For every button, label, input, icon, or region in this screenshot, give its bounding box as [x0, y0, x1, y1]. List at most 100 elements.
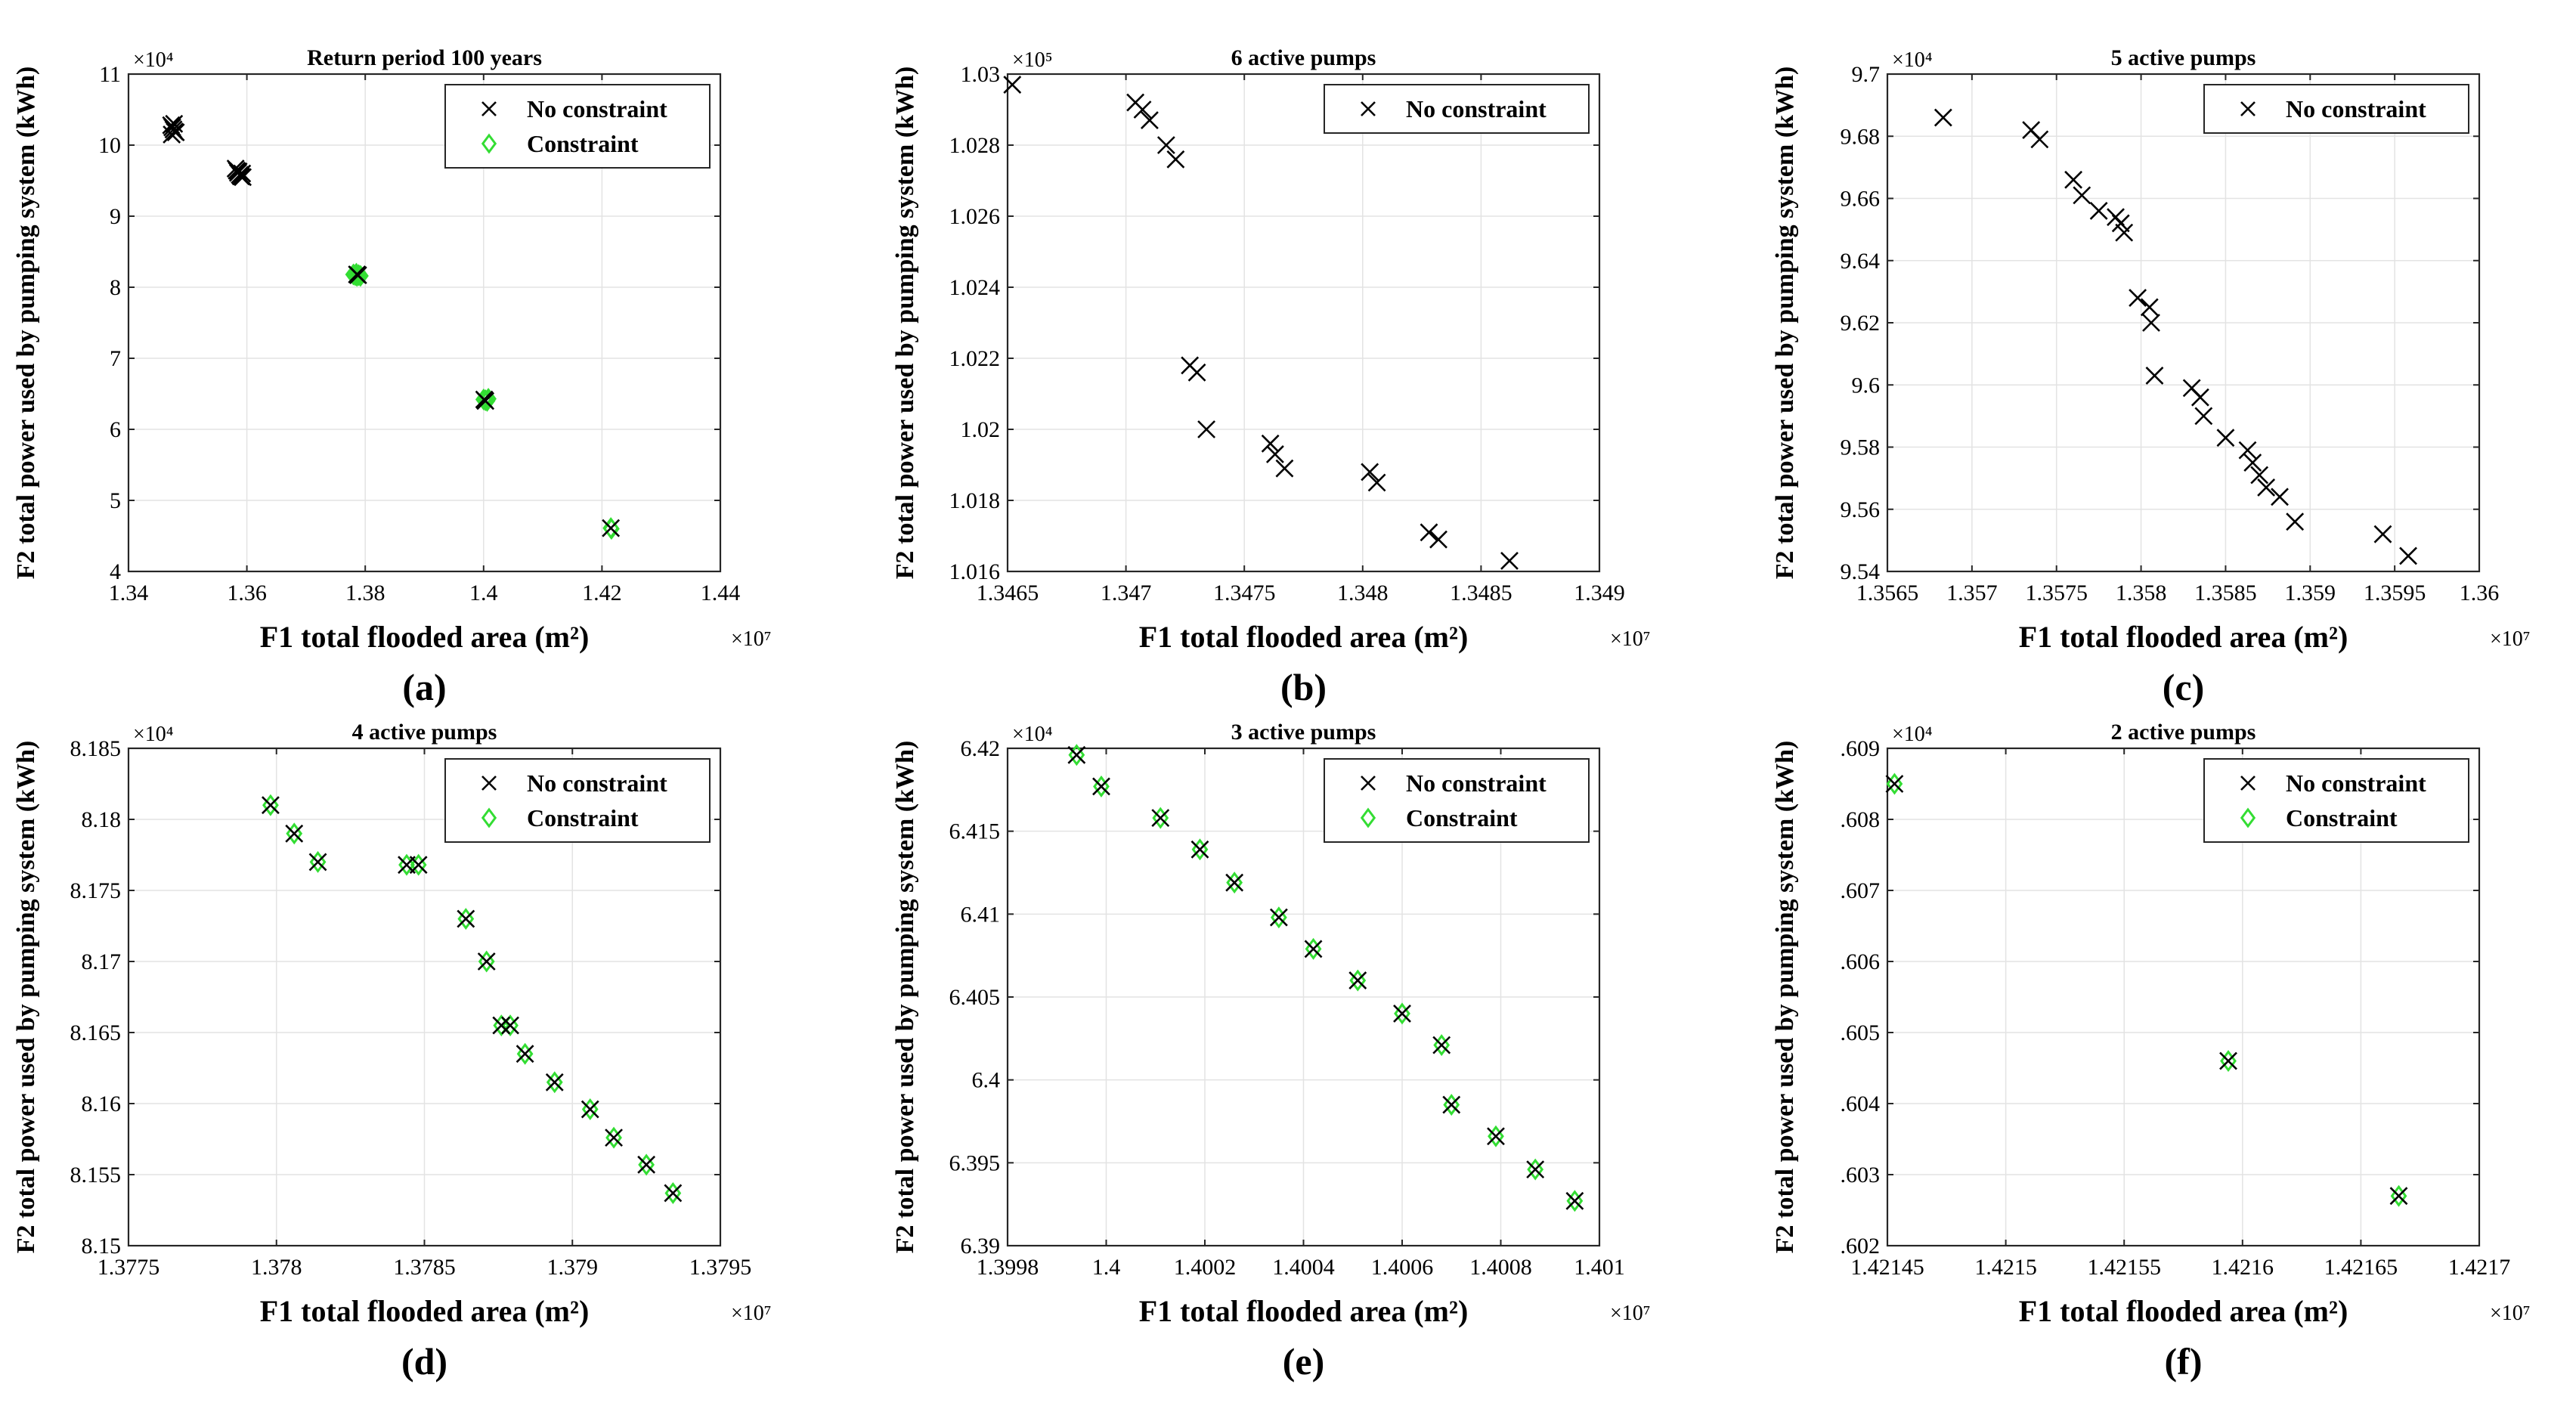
no-constraint-marker [1225, 873, 1244, 892]
legend-marker-x [1361, 101, 1376, 116]
legend-entry: No constraint [2286, 769, 2426, 797]
no-constraint-marker [1275, 459, 1294, 478]
y-tick-label: 9.66 [1841, 187, 1881, 212]
no-constraint-marker [1348, 971, 1367, 989]
constraint-marker [1443, 1094, 1460, 1116]
no-constraint-marker [545, 1073, 564, 1091]
no-constraint-marker [476, 392, 495, 410]
y-tick-label: .602 [1841, 1234, 1881, 1259]
y-tick-label: 9.54 [1841, 559, 1881, 584]
chart-panel-c: 1.3565 1.357 1.3575 1.358 1.3585 1.359 1.3595 1… [1771, 45, 2531, 708]
y-axis-multiplier: ×10⁴ [1892, 48, 1933, 72]
no-constraint-marker [1442, 1095, 1461, 1114]
y-tick-label: 9 [110, 204, 121, 229]
x-tick-label: 1.34 [109, 581, 149, 605]
axes-frame [1006, 747, 1601, 1247]
y-tick-label: 8.185 [70, 736, 122, 761]
constraint-marker [2390, 1184, 2407, 1207]
no-constraint-marker [2250, 466, 2269, 485]
y-tick-label: 9.7 [1852, 62, 1881, 87]
no-constraint-marker [308, 853, 327, 872]
no-constraint-marker [2064, 170, 2083, 189]
x-tick-label: 1.3775 [98, 1255, 160, 1280]
x-tick-label: 1.3595 [2364, 581, 2426, 605]
y-tick-label: 1.016 [949, 559, 1001, 584]
no-constraint-marker [492, 1016, 511, 1035]
no-constraint-marker [2373, 525, 2392, 543]
x-axis-multiplier: ×10⁷ [731, 1302, 772, 1325]
y-tick-label: 6.395 [949, 1150, 1001, 1175]
no-constraint-marker [1432, 1036, 1451, 1054]
x-tick-label: 1.36 [2460, 581, 2500, 605]
no-constraint-marker [2089, 202, 2108, 220]
y-tick-label: 1.024 [949, 275, 1001, 300]
y-tick-label: 4 [110, 559, 121, 584]
x-tick-label: 1.42165 [2324, 1255, 2398, 1280]
y-tick-label: 8 [110, 275, 121, 300]
x-axis-label: F1 total flooded area (m²) [260, 620, 590, 654]
axes-frame [1886, 73, 2481, 573]
no-constraint-marker [2115, 223, 2134, 242]
constraint-marker [1068, 744, 1085, 766]
y-tick-label: 8.15 [82, 1234, 122, 1259]
no-constraint-marker [1133, 101, 1152, 119]
no-constraint-marker [1190, 840, 1209, 859]
x-tick-label: 1.379 [547, 1255, 599, 1280]
x-tick-label: 1.4006 [1371, 1255, 1434, 1280]
chart-title: 4 active pumps [352, 720, 497, 745]
no-constraint-marker [1304, 940, 1323, 958]
x-tick-label: 1.38 [345, 581, 385, 605]
x-tick-label: 1.4216 [2212, 1255, 2274, 1280]
x-tick-label: 1.3785 [393, 1255, 456, 1280]
no-constraint-marker [637, 1155, 656, 1174]
axes-frame [127, 747, 722, 1247]
no-constraint-marker [1156, 136, 1175, 154]
x-tick-label: 1.4002 [1174, 1255, 1237, 1280]
no-constraint-marker [2073, 186, 2091, 205]
no-constraint-marker [2271, 488, 2289, 506]
constraint-marker [1093, 775, 1110, 797]
constraint-marker [1191, 838, 1209, 861]
x-tick-label: 1.44 [701, 581, 741, 605]
panel-label: (a) [402, 666, 446, 708]
constraint-marker [286, 822, 303, 845]
axes-frame [127, 73, 722, 573]
x-tick-label: 1.357 [1946, 581, 1998, 605]
y-tick-label: 8.18 [82, 807, 122, 832]
constraint-marker [478, 950, 495, 973]
legend: No constraint Constraint [1324, 758, 1590, 843]
no-constraint-marker [1393, 1005, 1411, 1023]
y-tick-label: 6.4 [972, 1068, 1001, 1093]
no-constraint-marker [2216, 429, 2235, 447]
y-axis-label: F2 total power used by pumping system (k… [891, 67, 919, 580]
x-tick-label: 1.3998 [977, 1255, 1039, 1280]
no-constraint-marker [2145, 366, 2164, 385]
no-constraint-marker [664, 1184, 683, 1203]
y-tick-label: 11 [99, 62, 121, 87]
no-constraint-marker [165, 114, 184, 133]
no-constraint-marker [2238, 441, 2257, 460]
no-constraint-marker [1361, 463, 1379, 481]
constraint-marker [1566, 1190, 1584, 1212]
no-constraint-marker [1166, 150, 1185, 169]
no-constraint-marker [1003, 76, 1022, 94]
panel-label: (c) [2163, 666, 2205, 708]
legend-marker-x [2240, 776, 2256, 791]
y-tick-label: 8.165 [70, 1020, 122, 1045]
y-tick-label: 5 [110, 488, 121, 513]
constraint-marker [410, 853, 427, 876]
y-tick-label: 9.68 [1841, 124, 1881, 149]
plot-area [1008, 74, 1599, 571]
x-tick-label: 1.4217 [2448, 1255, 2511, 1280]
no-constraint-marker [1151, 809, 1170, 828]
y-tick-label: 9.6 [1852, 373, 1881, 398]
chart-panel-a: 1.34 1.36 1.38 1.4 1.42 1.44 4 5 6 7 8 9 10 11 Return … [12, 45, 772, 708]
no-constraint-marker [1429, 530, 1447, 549]
legend-marker-x [2240, 101, 2256, 116]
y-tick-label: 6.405 [949, 985, 1001, 1010]
no-constraint-marker [1487, 1127, 1505, 1146]
constraint-marker [1226, 872, 1243, 894]
no-constraint-marker [2191, 388, 2209, 407]
y-axis-label: F2 total power used by pumping system (k… [12, 67, 40, 580]
x-tick-label: 1.4004 [1272, 1255, 1335, 1280]
